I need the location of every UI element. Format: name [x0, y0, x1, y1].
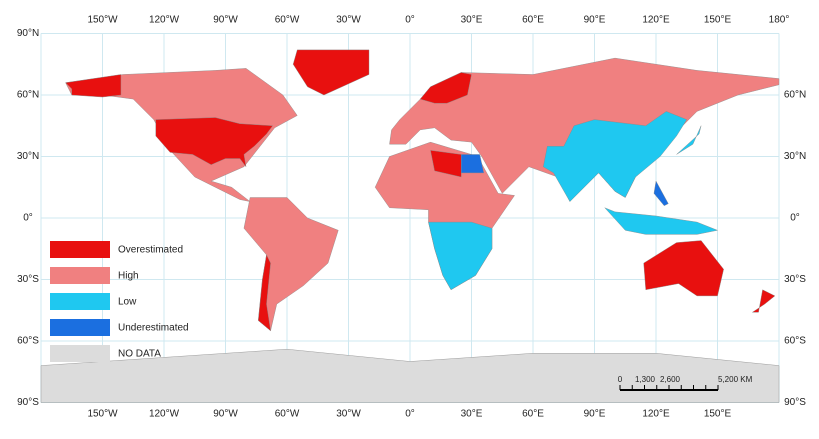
country-region	[292, 49, 370, 96]
legend: Overestimated High Low Underestimated NO DAT…	[50, 241, 189, 362]
latitude-label-right: 60°S	[784, 336, 806, 347]
country-region	[653, 180, 669, 206]
legend-label: Overestimated	[118, 245, 183, 256]
country-region	[643, 240, 724, 297]
longitude-label-top: 180°	[769, 15, 790, 26]
longitude-label-top: 60°E	[522, 15, 544, 26]
legend-label: High	[118, 271, 139, 282]
longitude-label-top: 150°E	[704, 15, 732, 26]
latitude-label-right: 0°	[790, 213, 800, 224]
country-region	[258, 254, 271, 332]
legend-swatch	[50, 293, 110, 310]
latitude-label-left: 0°	[23, 213, 33, 224]
longitude-label-bottom: 150°W	[87, 409, 118, 420]
longitude-label-bottom: 60°W	[275, 409, 300, 420]
country-region	[65, 74, 122, 98]
latitude-label-right: 90°S	[784, 397, 806, 408]
longitude-label-top: 0°	[405, 15, 415, 26]
coordinate-labels: 150°W 150°W 120°W 120°W 90°W 90°W 60°W 60°W 30°W…	[17, 15, 806, 420]
country-region	[604, 207, 719, 235]
longitude-label-bottom: 120°E	[642, 409, 670, 420]
country-region	[461, 154, 485, 174]
longitude-label-top: 120°W	[149, 15, 180, 26]
legend-label: Underestimated	[118, 323, 189, 334]
country-region	[428, 221, 493, 291]
scale-label: 0	[618, 375, 623, 384]
latitude-label-left: 30°S	[17, 274, 39, 285]
latitude-label-left: 60°N	[17, 90, 39, 101]
longitude-label-top: 90°E	[584, 15, 606, 26]
country-region	[419, 72, 472, 104]
longitude-label-bottom: 90°W	[213, 409, 238, 420]
latitude-label-left: 90°N	[17, 28, 39, 39]
longitude-label-bottom: 0°	[405, 409, 415, 420]
longitude-label-bottom: 150°E	[704, 409, 732, 420]
longitude-label-bottom: 90°E	[584, 409, 606, 420]
legend-label: NO DATA	[118, 349, 161, 360]
country-region	[430, 150, 462, 178]
legend-swatch	[50, 319, 110, 336]
latitude-label-right: 60°N	[784, 90, 806, 101]
country-region	[40, 348, 780, 403]
scale-bar: 0 1,300 2,600 5,200 KM	[618, 375, 753, 391]
legend-swatch	[50, 345, 110, 362]
longitude-label-bottom: 30°E	[461, 409, 483, 420]
longitude-label-bottom: 120°W	[149, 409, 180, 420]
legend-swatch	[50, 267, 110, 284]
longitude-label-top: 30°W	[336, 15, 361, 26]
latitude-label-right: 30°S	[784, 274, 806, 285]
country-region	[751, 289, 776, 313]
legend-label: Low	[118, 297, 137, 308]
legend-swatch	[50, 241, 110, 258]
latitude-label-left: 90°S	[17, 397, 39, 408]
longitude-label-bottom: 60°E	[522, 409, 544, 420]
longitude-label-top: 30°E	[461, 15, 483, 26]
country-region	[676, 125, 702, 155]
scale-label: 5,200 KM	[718, 375, 753, 384]
longitude-label-top: 150°W	[87, 15, 118, 26]
longitude-label-top: 60°W	[275, 15, 300, 26]
latitude-label-left: 60°S	[17, 336, 39, 347]
scale-label: 1,300	[635, 375, 656, 384]
latitude-label-left: 30°N	[17, 151, 39, 162]
longitude-label-top: 90°W	[213, 15, 238, 26]
land	[40, 49, 780, 403]
latitude-label-right: 30°N	[784, 151, 806, 162]
country-region	[543, 111, 688, 202]
longitude-label-bottom: 30°W	[336, 409, 361, 420]
country-region	[155, 117, 274, 167]
scale-label: 2,600	[660, 375, 681, 384]
longitude-label-top: 120°E	[642, 15, 670, 26]
